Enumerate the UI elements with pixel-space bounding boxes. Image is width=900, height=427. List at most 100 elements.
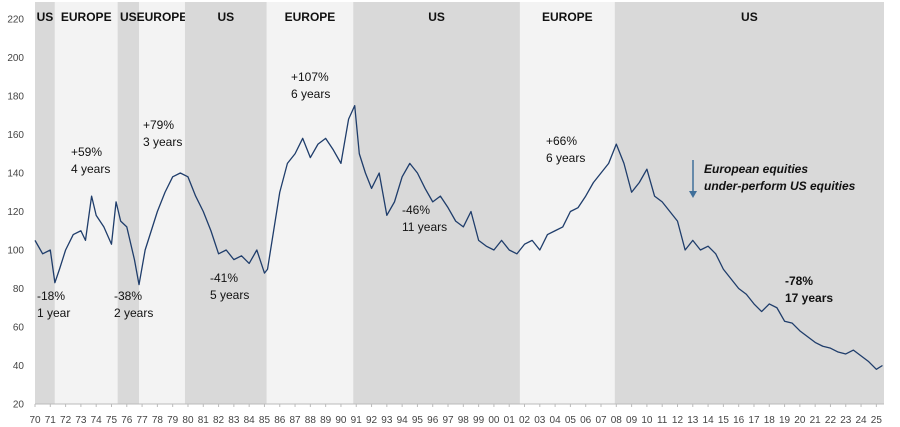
annotation: 6 years xyxy=(546,151,585,165)
x-tick-label: 90 xyxy=(335,415,347,426)
annotation: -46% xyxy=(402,203,430,217)
annotation: -78% xyxy=(785,274,813,288)
x-tick-label: 06 xyxy=(580,415,592,426)
x-tick-label: 99 xyxy=(473,415,485,426)
x-tick-label: 15 xyxy=(718,415,730,426)
annotation: 5 years xyxy=(210,288,249,302)
x-tick-label: 95 xyxy=(412,415,424,426)
x-tick-label: 77 xyxy=(137,415,149,426)
x-tick-label: 14 xyxy=(703,415,715,426)
x-tick-label: 03 xyxy=(534,415,546,426)
x-tick-label: 22 xyxy=(825,415,837,426)
x-tick-label: 80 xyxy=(182,415,194,426)
x-tick-label: 94 xyxy=(397,415,409,426)
x-tick-label: 88 xyxy=(305,415,317,426)
x-tick-label: 13 xyxy=(687,415,699,426)
x-tick-label: 25 xyxy=(871,415,883,426)
y-tick-label: 40 xyxy=(13,361,25,372)
x-tick-label: 19 xyxy=(779,415,791,426)
x-tick-label: 93 xyxy=(381,415,393,426)
x-tick-label: 92 xyxy=(366,415,378,426)
annotation: 2 years xyxy=(114,306,153,320)
x-tick-label: 86 xyxy=(274,415,286,426)
x-tick-label: 74 xyxy=(91,415,103,426)
x-tick-label: 70 xyxy=(29,415,41,426)
x-tick-label: 00 xyxy=(488,415,500,426)
x-tick-label: 79 xyxy=(167,415,179,426)
region-band xyxy=(54,2,118,404)
x-tick-label: 02 xyxy=(519,415,531,426)
data-line xyxy=(34,104,883,370)
region-band xyxy=(614,2,884,404)
x-tick-label: 89 xyxy=(320,415,332,426)
x-tick-label: 08 xyxy=(611,415,623,426)
x-tick-label: 04 xyxy=(550,415,562,426)
x-tick-label: 76 xyxy=(121,415,133,426)
region-label: US xyxy=(120,10,137,24)
annotation: 17 years xyxy=(785,291,833,305)
x-tick-label: 97 xyxy=(442,415,454,426)
region-band xyxy=(266,2,354,404)
x-tick-label: 75 xyxy=(106,415,118,426)
arrow-head xyxy=(689,191,697,198)
region-label: US xyxy=(217,10,234,24)
annotation: +66% xyxy=(546,134,577,148)
annotation: European equities xyxy=(704,162,808,176)
region-label: US xyxy=(37,10,54,24)
x-tick-label: 20 xyxy=(794,415,806,426)
y-tick-label: 200 xyxy=(7,53,24,64)
y-tick-label: 160 xyxy=(7,130,24,141)
y-tick-label: 140 xyxy=(7,169,24,180)
x-tick-label: 78 xyxy=(152,415,164,426)
region-band xyxy=(35,2,55,404)
region-band xyxy=(117,2,140,404)
y-tick-label: 100 xyxy=(7,246,24,257)
region-label: EUROPE xyxy=(542,10,593,24)
region-band xyxy=(519,2,615,404)
x-tick-label: 83 xyxy=(228,415,240,426)
region-label: US xyxy=(741,10,758,24)
annotation: +79% xyxy=(143,118,174,132)
y-tick-label: 220 xyxy=(7,15,24,26)
annotation: +107% xyxy=(291,70,329,84)
x-tick-label: 72 xyxy=(60,415,72,426)
x-tick-label: 96 xyxy=(427,415,439,426)
x-tick-label: 91 xyxy=(351,415,363,426)
x-tick-label: 17 xyxy=(748,415,760,426)
x-tick-label: 73 xyxy=(75,415,87,426)
y-tick-label: 180 xyxy=(7,92,24,103)
annotation: -38% xyxy=(114,289,142,303)
annotation: 11 years xyxy=(402,220,447,234)
region-band xyxy=(353,2,520,404)
x-tick-label: 07 xyxy=(595,415,607,426)
annotation: 3 years xyxy=(143,135,182,149)
region-band xyxy=(139,2,185,404)
region-band xyxy=(184,2,267,404)
y-tick-label: 80 xyxy=(13,284,25,295)
region-label: EUROPE xyxy=(61,10,112,24)
x-tick-label: 87 xyxy=(289,415,301,426)
x-tick-label: 24 xyxy=(855,415,867,426)
annotation: +59% xyxy=(71,145,102,159)
region-label: EUROPE xyxy=(285,10,336,24)
x-tick-label: 71 xyxy=(45,415,57,426)
x-tick-label: 81 xyxy=(198,415,210,426)
x-tick-label: 84 xyxy=(244,415,256,426)
annotation: -18% xyxy=(37,289,65,303)
region-label: US xyxy=(428,10,445,24)
x-tick-label: 16 xyxy=(733,415,745,426)
x-tick-label: 21 xyxy=(810,415,822,426)
region-label: EUROPE xyxy=(137,10,188,24)
y-tick-label: 20 xyxy=(13,400,25,411)
annotation: 4 years xyxy=(71,162,110,176)
x-tick-label: 18 xyxy=(764,415,776,426)
x-tick-label: 05 xyxy=(565,415,577,426)
x-tick-label: 01 xyxy=(504,415,516,426)
y-tick-label: 60 xyxy=(13,323,25,334)
x-tick-label: 98 xyxy=(458,415,470,426)
x-tick-label: 12 xyxy=(672,415,684,426)
x-tick-label: 85 xyxy=(259,415,271,426)
x-tick-label: 82 xyxy=(213,415,225,426)
x-tick-label: 10 xyxy=(641,415,653,426)
x-tick-label: 09 xyxy=(626,415,638,426)
